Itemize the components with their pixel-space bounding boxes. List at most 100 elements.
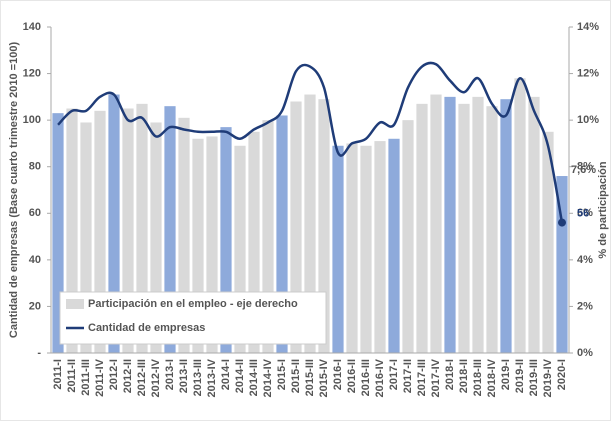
bar: [290, 101, 302, 353]
x-tick-label: 2020-I: [556, 359, 568, 390]
x-tick-label: 2012-I: [108, 359, 120, 390]
bar: [458, 103, 470, 353]
bar: [80, 122, 92, 353]
x-tick-label: 2012-II: [122, 359, 134, 393]
y-tick-label: 140: [23, 21, 41, 33]
line-value-label: 56: [577, 208, 589, 220]
y2-tick-label: 12%: [577, 67, 599, 79]
y2-tick-label: 8%: [577, 161, 593, 173]
legend-box: [59, 291, 327, 345]
x-tick-label: 2012-IV: [150, 358, 162, 397]
bar: [136, 103, 148, 353]
legend-label: Participación en el empleo - eje derecho: [88, 298, 298, 310]
bar: [150, 122, 162, 353]
bar: [178, 117, 190, 353]
x-tick-label: 2019-II: [514, 359, 526, 393]
x-tick-label: 2011-III: [80, 359, 92, 396]
x-tick-label: 2011-IV: [94, 358, 106, 397]
bar: [388, 138, 400, 353]
bar: [346, 143, 358, 353]
x-tick-label: 2013-II: [178, 359, 190, 393]
bar: [360, 145, 372, 353]
legend-swatch: [66, 299, 84, 309]
bar: [122, 108, 134, 353]
y2-tick-label: 6%: [577, 207, 593, 219]
x-tick-label: 2013-IV: [206, 358, 218, 397]
y2-tick-label: 2%: [577, 300, 593, 312]
y2-axis-label: % de participación: [597, 161, 609, 258]
y2-tick-label: 10%: [577, 114, 599, 126]
x-tick-label: 2018-I: [444, 359, 456, 390]
y2-tick-label: 0%: [577, 347, 593, 359]
bar: [444, 96, 456, 353]
bar: [472, 96, 484, 353]
bar: [430, 94, 442, 354]
bar: [276, 115, 288, 353]
bar: [220, 127, 232, 353]
bar: [108, 94, 120, 354]
bar-value-label: 7,6%: [571, 164, 596, 176]
bar: [262, 120, 274, 354]
x-tick-label: 2018-II: [458, 359, 470, 393]
bar: [248, 131, 260, 353]
bar: [514, 78, 526, 353]
x-tick-label: 2019-IV: [542, 358, 554, 397]
x-tick-label: 2016-II: [346, 359, 358, 393]
bar: [332, 145, 344, 353]
bar: [416, 103, 428, 353]
bar: [374, 141, 386, 353]
line: [57, 61, 564, 223]
bar: [304, 94, 316, 354]
x-tick-label: 2017-II: [402, 359, 414, 393]
x-tick-label: 2011-II: [66, 359, 78, 393]
bar: [542, 131, 554, 353]
y-axis-label: Cantidad de empresas (Base cuarto trimes…: [8, 42, 20, 339]
x-tick-label: 2019-III: [528, 359, 540, 396]
x-tick-label: 2015-II: [290, 359, 302, 393]
legend: Participación en el empleo - eje derecho…: [59, 291, 327, 345]
x-tick-label: 2019-I: [500, 359, 512, 390]
bar: [66, 108, 78, 353]
x-tick-label: 2014-III: [248, 359, 260, 396]
x-tick-label: 2018-IV: [486, 358, 498, 397]
line-point: [558, 218, 566, 227]
x-tick-label: 2015-IV: [318, 358, 330, 397]
x-tick-label: 2018-III: [472, 359, 484, 396]
x-tick-label: 2015-I: [276, 359, 288, 390]
bar: [206, 136, 218, 353]
y-tick-label: 40: [29, 254, 41, 266]
y-tick-label: 100: [23, 114, 41, 126]
x-tick-label: 2016-III: [360, 359, 372, 396]
bar: [402, 120, 414, 354]
y-tick-label: -: [37, 347, 41, 359]
y2-tick-label: 4%: [577, 254, 593, 266]
x-tick-label: 2014-I: [220, 359, 232, 390]
y-tick-label: 60: [29, 207, 41, 219]
bar: [164, 106, 176, 354]
x-tick-label: 2017-IV: [430, 358, 442, 397]
bar: [556, 176, 568, 353]
bar: [94, 110, 106, 353]
y-tick-label: 20: [29, 300, 41, 312]
x-tick-label: 2016-I: [332, 359, 344, 390]
x-tick-label: 2013-III: [192, 359, 204, 396]
x-tick-label: 2017-III: [416, 359, 428, 396]
bar: [234, 145, 246, 353]
bar: [52, 113, 64, 354]
x-tick-label: 2013-I: [164, 359, 176, 390]
x-tick-label: 2017-I: [388, 359, 400, 390]
bar: [528, 96, 540, 353]
x-tick-label: 2012-III: [136, 359, 148, 396]
x-tick-label: 2015-III: [304, 359, 316, 396]
y-tick-label: 120: [23, 67, 41, 79]
bar: [500, 99, 512, 353]
y2-tick-label: 14%: [577, 21, 599, 33]
x-tick-label: 2016-IV: [374, 358, 386, 397]
x-tick-label: 2014-II: [234, 359, 246, 393]
bar: [486, 106, 498, 354]
x-tick-label: 2014-IV: [262, 358, 274, 397]
x-tick-label: 2011-I: [52, 359, 64, 390]
bar: [318, 99, 330, 353]
bar: [192, 138, 204, 353]
